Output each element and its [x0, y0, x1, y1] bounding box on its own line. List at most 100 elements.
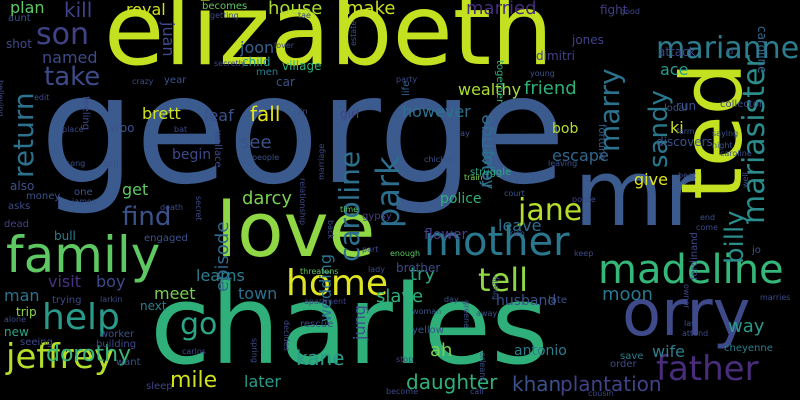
- word: struggle: [470, 167, 512, 178]
- word: antonio: [514, 343, 567, 359]
- word: police: [572, 195, 596, 204]
- word: carlos: [182, 347, 206, 356]
- word: plan: [10, 0, 45, 17]
- word: asks: [8, 201, 31, 212]
- word: attack: [658, 45, 696, 59]
- word: keep: [574, 249, 594, 258]
- word: james: [72, 197, 97, 206]
- word: threatens: [300, 267, 339, 276]
- word: joon: [240, 38, 275, 57]
- word: home: [286, 263, 389, 304]
- word: brett: [142, 104, 181, 123]
- word: bob: [552, 121, 579, 137]
- word: save: [620, 351, 644, 362]
- word: wife: [652, 342, 686, 361]
- word: ferdinand: [689, 232, 700, 280]
- word: away: [476, 309, 498, 318]
- word: jane: [518, 193, 583, 228]
- word: decides: [282, 320, 291, 351]
- word: chicken: [424, 155, 455, 164]
- word: plantation: [560, 372, 662, 396]
- word: greene: [462, 300, 471, 329]
- word: juan: [159, 22, 178, 57]
- word: kill: [64, 0, 93, 22]
- word: tell: [478, 261, 529, 299]
- word: later: [244, 372, 281, 391]
- word: husband: [496, 293, 557, 309]
- word: beat: [678, 171, 697, 180]
- word: want: [116, 357, 141, 368]
- word: estate: [349, 20, 358, 46]
- word: bull: [54, 229, 76, 243]
- word: father: [656, 349, 759, 389]
- word: collector: [720, 99, 763, 110]
- word: one: [74, 187, 93, 198]
- word: billy: [720, 210, 750, 264]
- word: fight: [600, 3, 628, 17]
- word: woman: [412, 307, 442, 316]
- word: call: [470, 387, 484, 396]
- word: together: [494, 60, 505, 104]
- word: bat: [174, 125, 188, 134]
- word: ah: [430, 340, 453, 361]
- word: edit: [34, 93, 50, 102]
- word: sleep: [146, 381, 173, 392]
- word: married: [466, 0, 537, 19]
- word: seeing: [20, 337, 53, 348]
- word: aunt: [8, 13, 31, 24]
- word: get: [122, 180, 149, 199]
- word: people: [252, 153, 280, 162]
- word: visit: [48, 272, 81, 291]
- word: son: [36, 17, 89, 52]
- word: night: [712, 141, 733, 150]
- word: car: [276, 75, 295, 89]
- word: gypsy: [362, 211, 392, 222]
- word: elizabeth: [104, 0, 554, 88]
- word: friend: [524, 78, 577, 99]
- word: brother: [396, 261, 441, 275]
- word: larkin: [100, 295, 123, 304]
- word: kane: [296, 346, 345, 370]
- word: ld: [726, 47, 734, 56]
- word: way: [728, 316, 765, 337]
- word: daughter: [406, 370, 498, 394]
- word: jung: [350, 305, 369, 340]
- word: wedding: [316, 254, 335, 322]
- word: royal: [126, 0, 166, 19]
- word: shot: [6, 37, 32, 51]
- word: return: [7, 92, 40, 178]
- word: stop: [396, 355, 414, 364]
- word: cousin: [588, 389, 614, 398]
- word: mile: [170, 368, 218, 393]
- word: building: [96, 339, 137, 350]
- word: slave: [376, 286, 424, 307]
- word: meet: [154, 284, 196, 303]
- word: however: [402, 102, 471, 121]
- word: marries: [760, 293, 791, 302]
- word: come: [696, 223, 719, 232]
- word: lady: [368, 265, 385, 274]
- word: say: [456, 129, 470, 138]
- word: mariasister: [737, 55, 772, 224]
- word: madeline: [598, 247, 784, 293]
- word: leaf: [204, 106, 234, 125]
- word: jin: [298, 107, 308, 116]
- word: girl: [340, 107, 360, 121]
- word: apartment: [304, 297, 347, 306]
- word: dimitri: [536, 49, 575, 63]
- word: train: [464, 173, 483, 182]
- word: child: [242, 55, 271, 69]
- word: party: [396, 75, 418, 84]
- word: saying: [712, 129, 739, 138]
- word: help: [42, 297, 120, 338]
- word: rescue: [300, 319, 334, 330]
- word: discovers: [656, 135, 713, 149]
- word: becomes: [202, 1, 248, 12]
- word: learns: [196, 266, 245, 285]
- word: back: [326, 220, 335, 240]
- word: marriage: [317, 143, 326, 180]
- word: orry: [622, 277, 751, 351]
- word: flower: [424, 227, 468, 243]
- word: find: [122, 202, 172, 232]
- word: woo: [110, 121, 135, 135]
